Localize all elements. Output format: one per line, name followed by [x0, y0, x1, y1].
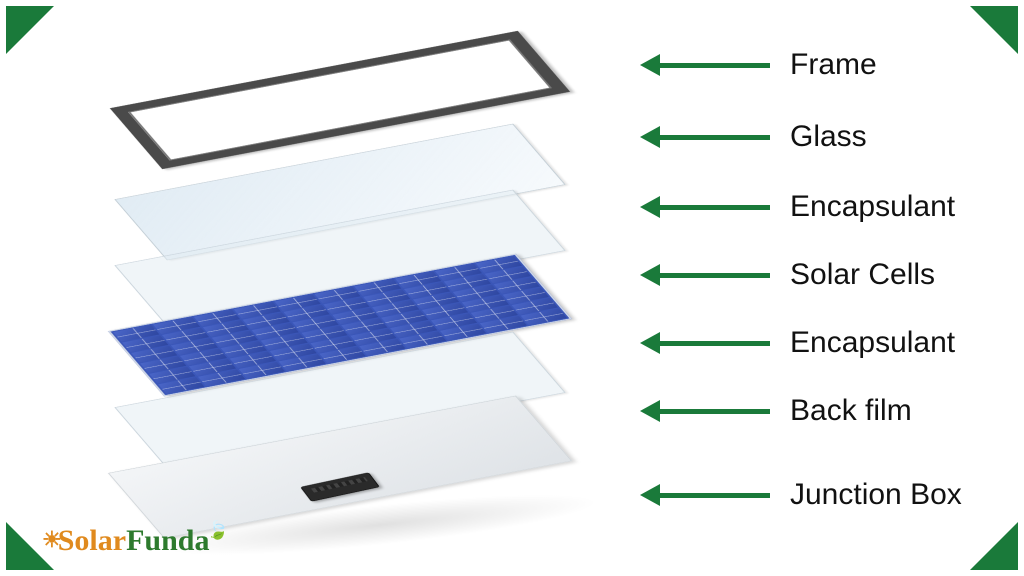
back-film-shape [108, 396, 572, 539]
label-text-glass: Glass [790, 120, 867, 154]
label-row-glass: Glass [640, 120, 867, 154]
label-row-junction_box: Junction Box [640, 478, 962, 512]
arrow-left-icon [640, 332, 770, 354]
arrow-left-icon [640, 196, 770, 218]
label-text-encapsulant2: Encapsulant [790, 326, 955, 360]
label-text-back_film: Back film [790, 394, 912, 428]
label-row-solar_cells: Solar Cells [640, 258, 935, 292]
label-text-frame: Frame [790, 48, 877, 82]
arrow-left-icon [640, 400, 770, 422]
junction-box-shape [300, 472, 380, 501]
label-text-solar_cells: Solar Cells [790, 258, 935, 292]
label-row-frame: Frame [640, 48, 877, 82]
corner-decor-br [970, 522, 1018, 570]
layer-junction-box [303, 472, 377, 502]
label-row-encapsulant2: Encapsulant [640, 326, 955, 360]
exploded-diagram [40, 10, 640, 550]
logo-text-solar: Solar [58, 524, 126, 558]
leaf-icon: 🍃 [206, 520, 228, 541]
label-text-junction_box: Junction Box [790, 478, 962, 512]
label-row-encapsulant1: Encapsulant [640, 190, 955, 224]
corner-decor-tr [970, 6, 1018, 54]
sun-icon: ☀ [42, 527, 62, 553]
logo-text-funda: Funda [126, 524, 209, 558]
arrow-left-icon [640, 484, 770, 506]
brand-logo: ☀ Solar Funda 🍃 [42, 524, 232, 558]
arrow-left-icon [640, 126, 770, 148]
label-row-back_film: Back film [640, 394, 912, 428]
arrow-left-icon [640, 264, 770, 286]
label-text-encapsulant1: Encapsulant [790, 190, 955, 224]
arrow-left-icon [640, 54, 770, 76]
layer-back-film [120, 392, 560, 542]
